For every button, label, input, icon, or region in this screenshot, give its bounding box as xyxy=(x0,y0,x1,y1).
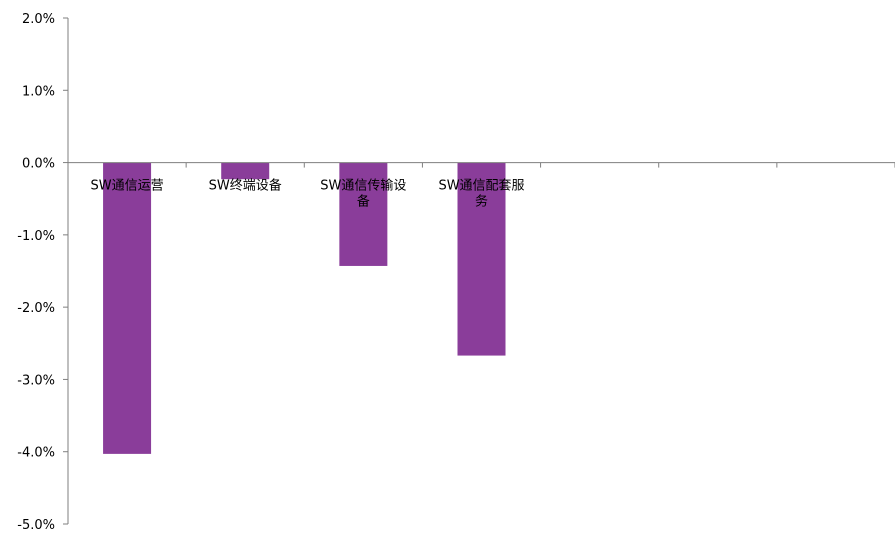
category-label: SW通信配套服 xyxy=(438,178,524,194)
bar xyxy=(339,162,388,266)
category-label: SW终端设备 xyxy=(209,178,282,194)
category-label: SW通信运营 xyxy=(91,179,164,194)
bar xyxy=(457,162,506,356)
y-tick-label: -3.0% xyxy=(17,373,55,388)
y-tick-label: 2.0% xyxy=(22,12,55,27)
x-axis xyxy=(67,162,895,168)
category-label: 务 xyxy=(475,194,488,210)
y-tick-label: -4.0% xyxy=(17,446,55,461)
y-tick-label: 1.0% xyxy=(22,84,55,99)
y-tick-label: -2.0% xyxy=(17,301,55,316)
category-label: 备 xyxy=(357,194,370,210)
y-tick-label: -5.0% xyxy=(17,518,55,533)
y-tick-label: 0.0% xyxy=(22,157,55,172)
y-tick-label: -1.0% xyxy=(17,229,55,244)
bar xyxy=(221,162,270,180)
y-axis: 2.0% 1.0% 0.0% -1.0% -2.0% -3.0% -4.0% -5.0% xyxy=(17,12,69,533)
bar xyxy=(103,162,152,454)
category-label: SW通信传输设 xyxy=(320,178,406,194)
bars xyxy=(103,162,506,454)
